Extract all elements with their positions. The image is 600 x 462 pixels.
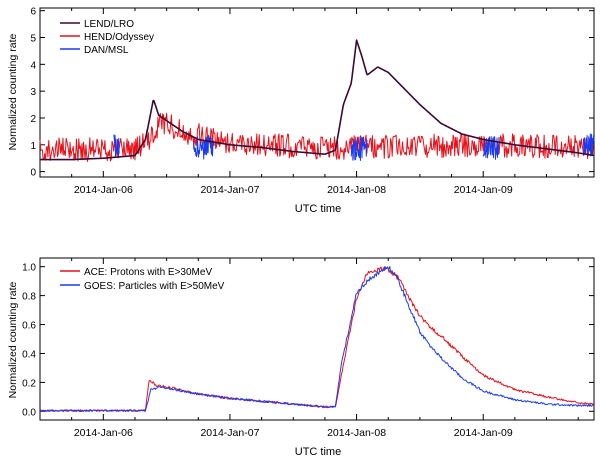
legend-label: ACE: Protons with E>30MeV	[84, 267, 212, 278]
y-tick-label: 0.6	[22, 321, 36, 332]
y-tick-label: 0.2	[22, 378, 36, 389]
x-tick-label: 2014-Jan-06	[74, 427, 133, 439]
y-tick-label: 3	[30, 87, 36, 98]
y-tick-label: 6	[30, 7, 36, 18]
legend-label: LEND/LRO	[84, 19, 134, 30]
y-tick-label: 2	[30, 114, 36, 125]
y-tick-label: 1	[30, 141, 36, 152]
y-tick-label: 0.8	[22, 292, 36, 303]
series-line-hend-odyssey	[39, 112, 595, 162]
x-tick-label: 2014-Jan-09	[454, 427, 513, 439]
legend-label: HEND/Odyssey	[84, 32, 154, 43]
legend-label: GOES: Particles with E>50MeV	[84, 281, 225, 292]
plot-frame	[39, 7, 595, 178]
top-chart-panel: Normalized counting rate UTC time 0 1 2 3 4 5…	[7, 7, 595, 215]
legend-label: DAN/MSL	[84, 45, 129, 56]
x-tick-label: 2014-Jan-09	[454, 184, 513, 196]
y-tick-label: 4	[30, 60, 36, 71]
x-tick-label: 2014-Jan-07	[200, 427, 259, 439]
plot-frame	[39, 257, 595, 421]
y-tick-label: 5	[30, 34, 36, 45]
bottom-chart-panel: Normalized counting rate UTC time 0.0 0.2…	[7, 257, 595, 458]
bottom-chart-xlabel: UTC time	[295, 446, 341, 458]
y-tick-label: 0.0	[22, 407, 36, 418]
series-line-lend-lro	[39, 39, 595, 161]
top-chart-xlabel: UTC time	[295, 203, 341, 215]
top-chart-ylabel: Normalized counting rate	[7, 33, 19, 150]
bottom-chart-ylabel: Normalized counting rate	[7, 281, 19, 398]
x-tick-label: 2014-Jan-07	[200, 184, 259, 196]
x-tick-label: 2014-Jan-08	[327, 427, 386, 439]
y-tick-label: 1.0	[22, 263, 36, 274]
x-tick-label: 2014-Jan-06	[74, 184, 133, 196]
y-tick-label: 0.4	[22, 349, 36, 360]
x-tick-label: 2014-Jan-08	[327, 184, 386, 196]
series-line-goes-particles-with-e-50mev	[39, 265, 595, 412]
series-line-dan-msl	[113, 133, 595, 161]
y-tick-label: 0	[30, 168, 36, 179]
